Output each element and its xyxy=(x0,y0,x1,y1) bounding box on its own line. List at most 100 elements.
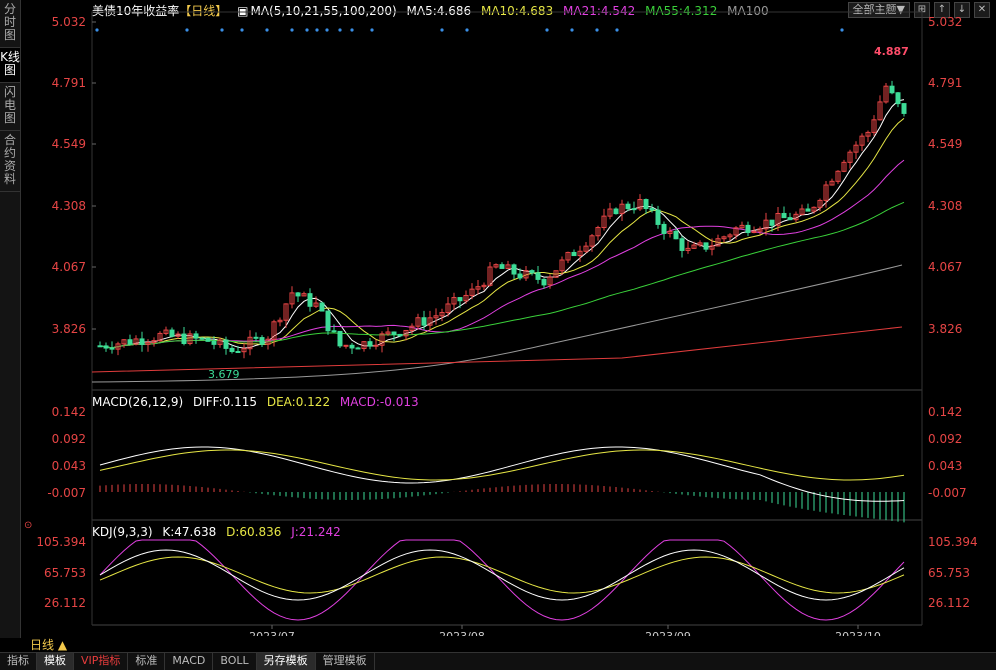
tab-vip-indicators[interactable]: VIP指标 xyxy=(74,653,129,670)
candle-body xyxy=(889,85,895,94)
candle-body xyxy=(559,259,565,272)
candle-body xyxy=(193,333,199,339)
candle-body xyxy=(751,230,757,234)
theme-dropdown[interactable]: 全部主题▼ xyxy=(847,2,910,18)
candle-body xyxy=(253,336,259,339)
kdj-settings-icon[interactable]: ⊙ xyxy=(24,520,33,531)
candle-body xyxy=(451,297,457,305)
candle-body xyxy=(235,351,241,354)
candle-body xyxy=(589,235,595,247)
candle-body xyxy=(601,215,607,229)
candle-body xyxy=(433,315,439,319)
event-dot xyxy=(220,28,224,32)
ma-gear-icon[interactable]: ▣ xyxy=(237,4,249,18)
candle-body xyxy=(157,332,163,342)
macd-label: MACD(26,12,9) xyxy=(92,395,184,409)
date-label: 2023/09 xyxy=(645,630,691,636)
candle-body xyxy=(151,340,157,343)
candle-body xyxy=(685,247,691,251)
tab-timeshare[interactable]: 分时图 xyxy=(0,0,20,48)
tab-macd[interactable]: MACD xyxy=(165,653,214,670)
event-dot xyxy=(840,28,844,32)
macd-axis-label-left: 0.043 xyxy=(52,459,86,473)
candle-body xyxy=(247,336,253,350)
ma10-line xyxy=(99,117,905,349)
candle-body xyxy=(619,203,625,215)
candle-body xyxy=(757,228,763,232)
candle-body xyxy=(769,219,775,226)
candle-body xyxy=(427,317,433,326)
candle-body xyxy=(103,345,109,349)
candle-body xyxy=(211,340,217,345)
period-tag: 【日线】 xyxy=(179,4,228,18)
tab-boll[interactable]: BOLL xyxy=(213,653,257,670)
candle-body xyxy=(523,270,529,279)
ma5-value: MA5:4.686 xyxy=(406,4,472,18)
kdj-d: D:60.836 xyxy=(226,525,282,539)
candle-body xyxy=(229,347,235,353)
event-dot xyxy=(305,28,309,32)
candle-body xyxy=(781,212,787,219)
event-dot xyxy=(350,28,354,32)
candle-body xyxy=(349,344,355,349)
price-axis-label-left: 5.032 xyxy=(52,15,86,29)
candle-body xyxy=(631,208,637,211)
candle-body xyxy=(793,213,799,221)
candle-body xyxy=(475,286,481,290)
candle-body xyxy=(373,344,379,347)
macd-value: MACD:-0.013 xyxy=(339,395,419,409)
arrow-up-icon[interactable]: ↑ xyxy=(934,2,950,18)
candle-body xyxy=(145,341,151,345)
macd-axis-label-right: 0.142 xyxy=(928,405,962,419)
candle-body xyxy=(241,348,247,353)
chart-area[interactable]: 美债10年收益率【日线】 ▣ MA(5,10,21,55,100,200) MA5… xyxy=(22,0,996,636)
candle-body xyxy=(295,292,301,297)
tab-templates[interactable]: 模板 xyxy=(37,653,74,670)
event-dot xyxy=(338,28,342,32)
kdj-axis-label-left: 105.394 xyxy=(36,535,86,549)
tab-kline[interactable]: K线图 xyxy=(0,48,20,83)
tab-standard[interactable]: 标准 xyxy=(128,653,166,670)
candle-body xyxy=(109,347,115,350)
instrument-title: 美债10年收益率 xyxy=(92,4,180,18)
crosshair-icon[interactable]: ⊞ xyxy=(914,2,930,18)
candle-body xyxy=(259,337,265,345)
candle-body xyxy=(577,250,583,257)
macd-axis-label-left: 0.092 xyxy=(52,432,86,446)
event-dot xyxy=(440,28,444,32)
tab-save-template[interactable]: 另存模板 xyxy=(256,653,316,670)
candle-body xyxy=(883,85,889,103)
close-icon[interactable]: ✕ xyxy=(974,2,990,18)
tab-flash[interactable]: 闪电图 xyxy=(0,83,20,131)
candle-body xyxy=(445,303,451,314)
candle-body xyxy=(553,270,559,278)
macd-header: MACD(26,12,9) DIFF:0.115 DEA:0.122 MACD:… xyxy=(92,395,425,409)
candle-body xyxy=(727,234,733,238)
candle-body xyxy=(649,208,655,211)
period-label[interactable]: 日线 ▲ xyxy=(30,638,68,652)
macd-axis-label-right: 0.043 xyxy=(928,459,962,473)
tab-manage-templates[interactable]: 管理模板 xyxy=(316,653,375,670)
candle-body xyxy=(265,338,271,345)
candle-body xyxy=(313,302,319,307)
candle-body xyxy=(637,199,643,210)
candle-body xyxy=(583,245,589,252)
event-dot xyxy=(465,28,469,32)
price-axis-label-right: 4.791 xyxy=(928,76,962,90)
candle-body xyxy=(811,206,817,212)
price-axis-label-left: 4.791 xyxy=(52,76,86,90)
candle-body xyxy=(571,251,577,257)
main-chart-header: 美债10年收益率【日线】 ▣ MA(5,10,21,55,100,200) MA5… xyxy=(92,2,775,19)
tab-indicators[interactable]: 指标 xyxy=(0,653,37,670)
event-dot xyxy=(290,28,294,32)
tab-contract-info[interactable]: 合约资料 xyxy=(0,131,20,192)
arrow-down-icon[interactable]: ↓ xyxy=(954,2,970,18)
macd-diff-line xyxy=(99,446,905,502)
candle-body xyxy=(319,302,325,312)
event-dot xyxy=(315,28,319,32)
event-dot xyxy=(615,28,619,32)
candle-body xyxy=(817,199,823,208)
price-axis-label-right: 4.067 xyxy=(928,260,962,274)
candle-body xyxy=(661,223,667,234)
candle-body xyxy=(667,230,673,234)
